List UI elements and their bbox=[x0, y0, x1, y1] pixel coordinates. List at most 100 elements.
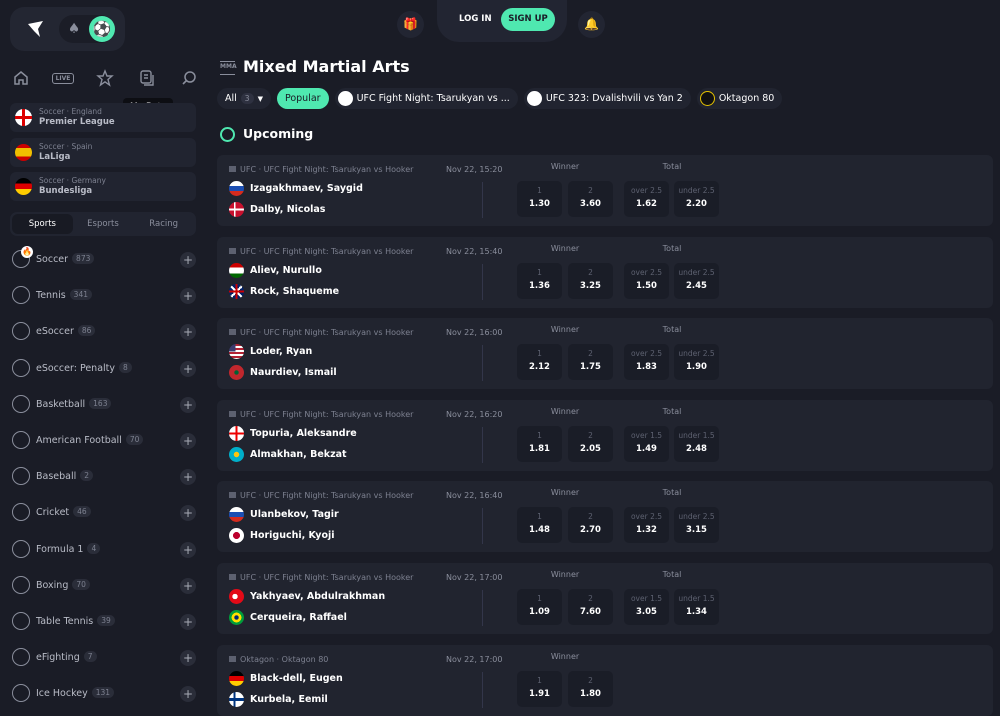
expand-plus-icon[interactable]: + bbox=[180, 252, 196, 268]
odds-button[interactable]: under 2.5 2.45 bbox=[674, 262, 719, 299]
sidebar-item-basketball[interactable]: Basketball 163 + bbox=[10, 393, 200, 417]
expand-plus-icon[interactable]: + bbox=[180, 469, 196, 486]
event-tournament[interactable]: UFC · UFC Fight Night: Tsarukyan vs Hook… bbox=[229, 247, 413, 256]
odds-button[interactable]: under 2.5 2.20 bbox=[674, 181, 719, 217]
expand-plus-icon[interactable]: + bbox=[180, 505, 196, 522]
event-tournament[interactable]: UFC · UFC Fight Night: Tsarukyan vs Hook… bbox=[229, 573, 413, 582]
chip-ufc-fight-night[interactable]: UFC Fight Night: Tsarukyan vs ... bbox=[334, 88, 518, 109]
oktagon-logo-icon bbox=[699, 91, 715, 106]
divider bbox=[482, 263, 483, 300]
sport-ball-icon[interactable]: ⚽ bbox=[89, 16, 115, 42]
event-tournament[interactable]: UFC · UFC Fight Night: Tsarukyan vs Hook… bbox=[229, 410, 413, 419]
odds-button[interactable]: over 1.5 1.49 bbox=[624, 425, 669, 462]
odds-button[interactable]: 2 7.60 bbox=[568, 589, 613, 625]
event-card[interactable]: UFC · UFC Fight Night: Tsarukyan vs Hook… bbox=[217, 236, 993, 308]
odds-button[interactable]: 1 2.12 bbox=[517, 344, 562, 381]
star-icon[interactable] bbox=[94, 67, 116, 89]
odds-button[interactable]: under 1.5 1.34 bbox=[674, 589, 719, 625]
sidebar-item-baseball[interactable]: Baseball 2 + bbox=[10, 465, 200, 489]
sidebar-item-boxing[interactable]: Boxing 70 + bbox=[10, 574, 200, 598]
event-tournament[interactable]: UFC · UFC Fight Night: Tsarukyan vs Hook… bbox=[229, 165, 413, 174]
logo-icon[interactable] bbox=[26, 19, 46, 39]
odds-button[interactable]: 1 1.81 bbox=[517, 425, 562, 462]
event-card[interactable]: Oktagon · Oktagon 80 Nov 22, 17:00 Black-d… bbox=[217, 644, 993, 716]
chip-ufc-323[interactable]: UFC 323: Dvalishvili vs Yan 2 bbox=[523, 88, 691, 109]
expand-plus-icon[interactable]: + bbox=[180, 650, 196, 667]
event-card[interactable]: UFC · UFC Fight Night: Tsarukyan vs Hook… bbox=[217, 481, 993, 553]
expand-plus-icon[interactable]: + bbox=[180, 288, 196, 305]
my-bets-icon[interactable] bbox=[136, 67, 158, 89]
expand-plus-icon[interactable]: + bbox=[180, 686, 196, 703]
odds-button[interactable]: 1 1.36 bbox=[517, 262, 562, 299]
event-card[interactable]: UFC · UFC Fight Night: Tsarukyan vs Hook… bbox=[217, 399, 993, 471]
tab-esports[interactable]: Esports bbox=[87, 219, 119, 229]
league-item[interactable]: Soccer · Germany Bundesliga bbox=[10, 172, 196, 201]
odds-button[interactable]: 1 1.09 bbox=[517, 589, 562, 625]
league-item[interactable]: Soccer · England Premier League bbox=[10, 103, 196, 132]
ufc-logo-icon bbox=[526, 91, 542, 106]
odds-button[interactable]: 1 1.48 bbox=[517, 507, 562, 544]
divider bbox=[482, 590, 483, 626]
event-card[interactable]: UFC · UFC Fight Night: Tsarukyan vs Hook… bbox=[217, 563, 993, 634]
odds-button[interactable]: 2 3.25 bbox=[568, 262, 613, 299]
event-tournament[interactable]: UFC · UFC Fight Night: Tsarukyan vs Hook… bbox=[229, 491, 413, 500]
sidebar-item-ice-hockey[interactable]: Ice Hockey 131 + bbox=[10, 682, 200, 706]
home-icon[interactable] bbox=[10, 67, 32, 89]
odds-button[interactable]: 1 1.30 bbox=[517, 181, 562, 217]
event-card[interactable]: UFC · UFC Fight Night: Tsarukyan vs Hook… bbox=[217, 318, 993, 390]
expand-plus-icon[interactable]: + bbox=[180, 577, 196, 594]
popular-chip[interactable]: Popular bbox=[276, 88, 329, 109]
market-winner-label: Winner bbox=[550, 570, 580, 579]
expand-plus-icon[interactable]: + bbox=[180, 541, 196, 558]
odds-button[interactable]: over 2.5 1.62 bbox=[624, 181, 669, 217]
odds-button[interactable]: 1 1.91 bbox=[517, 670, 562, 707]
odds-outcome: 2 bbox=[588, 186, 593, 195]
live-icon[interactable]: LIVE bbox=[51, 67, 75, 89]
sidebar-item-table-tennis[interactable]: Table Tennis 39 + bbox=[10, 610, 200, 634]
sport-label: American Football 70 bbox=[36, 434, 144, 446]
tab-racing[interactable]: Racing bbox=[149, 219, 179, 229]
odds-button[interactable]: over 1.5 3.05 bbox=[624, 589, 669, 625]
odds-button[interactable]: over 2.5 1.50 bbox=[624, 262, 669, 299]
divider bbox=[482, 426, 483, 463]
event-tournament[interactable]: Oktagon · Oktagon 80 bbox=[229, 655, 328, 664]
odds-button[interactable]: over 2.5 1.83 bbox=[624, 344, 669, 381]
odds-button[interactable]: 2 2.70 bbox=[568, 507, 613, 544]
expand-plus-icon[interactable]: + bbox=[180, 433, 196, 449]
sidebar-item-efighting[interactable]: eFighting 7 + bbox=[10, 646, 200, 670]
odds-button[interactable]: under 1.5 2.48 bbox=[674, 425, 719, 462]
odds-button[interactable]: 2 2.05 bbox=[568, 425, 613, 462]
odds-button[interactable]: over 2.5 1.32 bbox=[624, 507, 669, 544]
league-item[interactable]: Soccer · Spain LaLiga bbox=[10, 137, 196, 167]
sidebar-item-esoccer-penalty[interactable]: eSoccer: Penalty 8 + bbox=[10, 357, 200, 381]
casino-sport-toggle[interactable]: ♠ ⚽ bbox=[59, 15, 115, 43]
sidebar-item-tennis[interactable]: Tennis 341 + bbox=[10, 284, 200, 308]
odds-button[interactable]: 2 3.60 bbox=[568, 181, 613, 217]
expand-plus-icon[interactable]: + bbox=[180, 396, 196, 413]
casino-icon[interactable]: ♠ bbox=[67, 21, 81, 37]
event-tournament[interactable]: UFC · UFC Fight Night: Tsarukyan vs Hook… bbox=[229, 328, 413, 337]
bell-icon[interactable]: 🔔 bbox=[578, 11, 605, 38]
tab-sports[interactable]: Sports bbox=[12, 214, 73, 234]
sidebar-item-esoccer[interactable]: eSoccer 86 + bbox=[10, 320, 200, 344]
expand-plus-icon[interactable]: + bbox=[180, 324, 196, 341]
login-button[interactable]: LOG IN bbox=[459, 14, 492, 24]
team-name: Rock, Shaqueme bbox=[229, 283, 339, 300]
signup-button[interactable]: SIGN UP bbox=[501, 8, 555, 31]
gift-icon[interactable]: 🎁 bbox=[397, 11, 424, 38]
sidebar-item-american-football[interactable]: American Football 70 + bbox=[10, 429, 200, 453]
sidebar-item-formula-1[interactable]: Formula 1 4 + bbox=[10, 538, 200, 562]
expand-plus-icon[interactable]: + bbox=[180, 360, 196, 377]
expand-plus-icon[interactable]: + bbox=[180, 614, 196, 630]
odds-button[interactable]: under 2.5 1.90 bbox=[674, 344, 719, 381]
all-filter-dropdown[interactable]: All 3 ▼ bbox=[217, 88, 271, 109]
event-card[interactable]: UFC · UFC Fight Night: Tsarukyan vs Hook… bbox=[217, 155, 993, 226]
search-icon[interactable] bbox=[178, 67, 200, 89]
odds-button[interactable]: under 2.5 3.15 bbox=[674, 507, 719, 544]
odds-button[interactable]: 2 1.80 bbox=[568, 670, 613, 707]
sidebar-item-soccer[interactable]: Soccer 873 + bbox=[10, 248, 200, 272]
market-total-label: Total bbox=[662, 488, 682, 498]
chip-oktagon-80[interactable]: Oktagon 80 bbox=[696, 88, 783, 109]
odds-button[interactable]: 2 1.75 bbox=[568, 344, 613, 381]
sidebar-item-cricket[interactable]: Cricket 46 + bbox=[10, 501, 200, 525]
